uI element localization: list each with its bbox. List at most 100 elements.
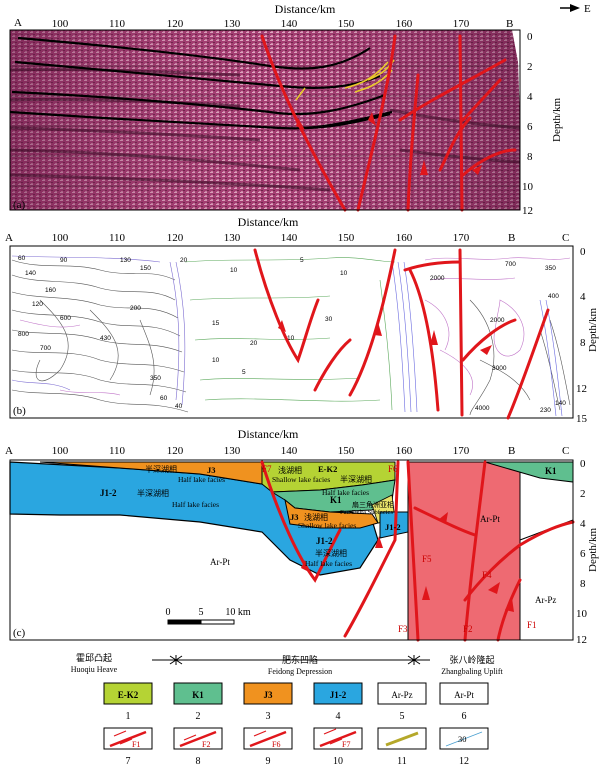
legend-num: 1	[126, 711, 131, 722]
j12-mid-en: Half lake facies	[305, 559, 352, 568]
j3-mid-code: J3	[290, 512, 299, 522]
j12-mid-code: J1-2	[316, 536, 333, 546]
a-x-tick: 150	[338, 18, 355, 30]
seismic-shading	[10, 30, 520, 210]
panel-b-x-title: Distance/km	[238, 215, 299, 229]
svg-text:15: 15	[212, 320, 220, 327]
svg-text:140: 140	[555, 400, 566, 407]
unit-uplift	[407, 461, 521, 641]
legend-swatch-k1	[173, 682, 223, 705]
legend-num: 11	[397, 756, 407, 767]
ek2-zh: 浅湖相	[278, 465, 302, 475]
c-x-tick: 170	[453, 445, 470, 457]
legend-label: J3	[264, 690, 274, 700]
sandbody-line	[385, 731, 419, 747]
a-x-tick: 110	[109, 18, 126, 30]
fault-f7-line	[319, 730, 357, 748]
panel-b: Distance/km 100 110 120 130 140 150 160 …	[5, 215, 599, 425]
tectonic-right-en: Zhangbaling Uplift	[441, 667, 503, 676]
fault-f1-arrows	[113, 730, 133, 745]
b-right-end: C	[562, 232, 569, 244]
k1-right-code: K1	[545, 466, 557, 476]
fault-label-f5: F5	[422, 554, 432, 564]
a-y-tick: 8	[527, 151, 533, 163]
panel-a-y-title: Depth/km	[551, 98, 563, 142]
legend-label: F7	[342, 740, 350, 749]
svg-text:30: 30	[325, 316, 333, 323]
a-x-tick: 130	[224, 18, 241, 30]
j12-left-zh: 半深湖相	[137, 488, 169, 498]
ek2-code: E-K2	[318, 464, 337, 474]
fan-en: Fan-Delta Subfacies	[340, 509, 393, 516]
svg-text:120: 120	[32, 301, 43, 308]
a-right-end: B	[506, 18, 513, 30]
a-x-tick: 140	[281, 18, 298, 30]
tectonic-right-zh: 张八岭隆起	[449, 654, 494, 665]
panel-b-y-ticks: 0 4 8 12 15	[576, 246, 588, 425]
svg-text:3000: 3000	[492, 365, 507, 372]
svg-text:20: 20	[250, 340, 258, 347]
legend-label: J1-2	[330, 690, 347, 700]
c-y-tick: 6	[580, 548, 586, 560]
c-right-end: C	[562, 445, 569, 457]
c-x-tick: 120	[167, 445, 184, 457]
panel-a-x-title: Distance/km	[275, 2, 336, 16]
c-x-tick: 100	[52, 445, 69, 457]
fan-zh: 扇三角洲亚相	[352, 500, 394, 509]
legend-num: 6	[462, 711, 467, 722]
svg-text:10: 10	[230, 267, 238, 274]
svg-text:60: 60	[18, 255, 26, 262]
panel-c-x-title: Distance/km	[238, 427, 299, 441]
j3-left-code: J3	[207, 465, 216, 475]
j12-left-code: J1-2	[100, 488, 117, 498]
fault-f6-line	[249, 730, 287, 748]
j12-side-code: J1-2	[385, 522, 401, 532]
fault-label-f4: F4	[482, 570, 492, 580]
legend-swatch-ek2	[103, 682, 153, 705]
b-left-end: A	[5, 232, 13, 244]
svg-text:5: 5	[242, 369, 246, 376]
tectonic-units: 霍邱凸起 Huoqiu Heave 肥东凹陷 Feidong Depressio…	[71, 653, 504, 676]
arpt-left-label: Ar-Pt	[210, 557, 230, 567]
panel-c-y-ticks: 0 2 4 6 8 10 12	[576, 458, 588, 646]
a-left-end: A	[14, 17, 22, 29]
fault-f2-arrow	[183, 734, 197, 741]
svg-text:160: 160	[45, 287, 56, 294]
fault-f1-line	[109, 730, 147, 748]
legend: E-K2 1 K1 2 J3 3 J1-2 4 Ar-Pz 5 Ar-Pt 6 …	[103, 682, 489, 767]
c-x-tick: 140	[281, 445, 298, 457]
panel-a-tag: (a)	[13, 199, 26, 211]
panel-a-x-ticks: 100 110 120 130 140 150 160 170	[52, 18, 470, 30]
panel-c-faults	[260, 460, 575, 642]
panel-b-tag: (b)	[13, 405, 26, 417]
a-x-tick: 100	[52, 18, 69, 30]
svg-text:600: 600	[60, 315, 71, 322]
fault-label-f6: F6	[388, 464, 398, 474]
k1-mid-code: K1	[330, 495, 342, 505]
legend-label: 30	[458, 734, 467, 744]
panel-a-y-ticks: 0 2 4 6 8 10 12	[522, 31, 534, 217]
legend-swatch-arpz	[377, 682, 427, 705]
a-x-tick: 160	[396, 18, 413, 30]
legend-swatch-j12	[313, 682, 363, 705]
panel-c-y-title: Depth/km	[587, 528, 599, 572]
svg-text:4000: 4000	[475, 405, 490, 412]
svg-text:140: 140	[25, 270, 36, 277]
svg-text:150: 150	[140, 265, 151, 272]
svg-text:230: 230	[540, 407, 551, 414]
c-x-tick: 130	[224, 445, 241, 457]
b-y-tick: 12	[576, 383, 587, 395]
a-y-tick: 4	[527, 91, 533, 103]
b-x-tick: 140	[281, 232, 298, 244]
svg-text:400: 400	[548, 293, 559, 300]
b-y-tick: 0	[580, 246, 586, 258]
b-y-tick: 4	[580, 291, 586, 303]
legend-label: F2	[202, 740, 210, 749]
reflector-bands	[9, 67, 521, 192]
j3-mid-en: Shallow lake facies	[298, 521, 356, 530]
svg-text:350: 350	[545, 265, 556, 272]
c-y-tick: 12	[576, 634, 587, 646]
legend-label: E-K2	[118, 690, 139, 700]
svg-text:2000: 2000	[430, 275, 445, 282]
